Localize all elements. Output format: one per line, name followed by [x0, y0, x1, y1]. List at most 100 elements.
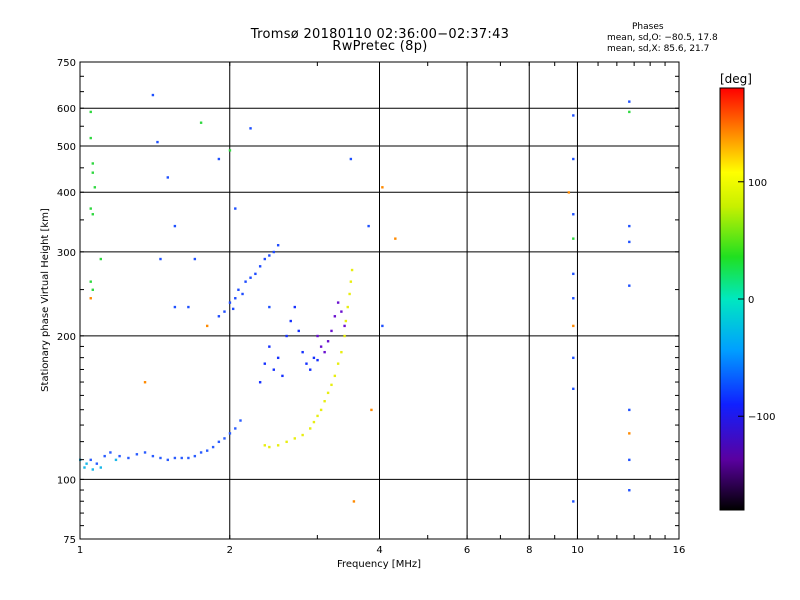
data-point: [326, 340, 330, 343]
data-point: [143, 451, 147, 454]
y-tick-label: 300: [57, 248, 76, 259]
data-point: [205, 324, 209, 328]
data-point: [231, 307, 235, 311]
data-points: [79, 93, 631, 503]
data-point: [91, 213, 94, 216]
data-point: [572, 114, 575, 117]
data-point: [276, 356, 280, 360]
data-point: [336, 362, 340, 365]
data-point: [244, 280, 247, 283]
data-point: [151, 93, 155, 97]
data-point: [254, 272, 257, 276]
data-point: [628, 240, 631, 244]
data-point: [572, 500, 575, 503]
y-axis: 75 100 200 300 400 500 600 750: [57, 58, 679, 546]
data-point: [323, 400, 326, 403]
x-tick-label: 8: [526, 545, 532, 556]
data-point: [323, 350, 326, 354]
data-point: [572, 272, 575, 276]
data-point: [276, 444, 280, 447]
stats-o-mode: mean, sd,O: −80.5, 17.8: [607, 33, 718, 43]
data-point: [572, 237, 575, 240]
data-point: [258, 381, 262, 384]
data-point: [89, 110, 92, 114]
data-point: [312, 420, 316, 424]
data-point: [349, 280, 353, 283]
data-point: [316, 358, 319, 362]
data-point: [628, 458, 631, 462]
data-point: [234, 427, 237, 430]
data-point: [316, 334, 319, 338]
data-point: [166, 176, 169, 179]
data-point: [333, 315, 337, 318]
data-point: [319, 345, 323, 348]
data-point: [628, 408, 631, 412]
data-point: [381, 324, 384, 328]
data-point: [340, 310, 343, 313]
data-point: [340, 350, 343, 354]
data-point: [89, 136, 92, 140]
y-tick-label: 750: [57, 58, 76, 69]
y-tick-label: 100: [57, 475, 76, 486]
data-point: [180, 456, 183, 460]
data-point: [91, 162, 94, 165]
x-tick-label: 16: [673, 545, 686, 556]
grid-lines: [80, 62, 679, 539]
y-tick-label: 500: [57, 142, 76, 153]
data-point: [91, 468, 94, 471]
data-point: [239, 419, 242, 422]
data-point: [241, 292, 244, 296]
colorbar-tick-label: 100: [748, 178, 767, 189]
data-point: [344, 319, 348, 323]
data-point: [343, 334, 346, 338]
data-point: [628, 224, 631, 228]
data-point: [572, 387, 575, 391]
data-point: [268, 345, 271, 348]
data-point: [89, 297, 92, 300]
data-point: [228, 432, 232, 435]
data-point: [173, 456, 177, 460]
data-point: [276, 244, 280, 247]
colorbar-tick-label: −100: [748, 412, 775, 423]
data-point: [173, 224, 177, 228]
data-point: [103, 454, 106, 458]
data-point: [628, 110, 631, 114]
chart-subtitle: RwPretec (8p): [332, 39, 428, 54]
data-point: [91, 288, 94, 291]
data-point: [187, 305, 190, 309]
data-point: [350, 268, 354, 272]
data-point: [305, 362, 308, 365]
data-point: [348, 292, 351, 296]
data-point: [272, 250, 275, 254]
data-point: [572, 356, 575, 360]
data-point: [285, 440, 288, 444]
data-point: [272, 368, 275, 371]
data-point: [166, 458, 169, 462]
data-point: [217, 315, 221, 318]
chart-title: Tromsø 20180110 02:36:00−02:37:43: [250, 27, 510, 42]
data-point: [326, 391, 330, 395]
data-point: [99, 466, 102, 469]
data-point: [301, 350, 304, 354]
data-point: [223, 437, 226, 440]
data-point: [268, 445, 271, 449]
data-point: [301, 433, 304, 437]
data-point: [346, 305, 349, 309]
data-point: [343, 324, 346, 328]
data-point: [297, 329, 300, 333]
data-point: [330, 383, 333, 387]
data-point: [187, 456, 190, 460]
data-point: [151, 454, 155, 458]
data-point: [293, 305, 296, 309]
data-point: [114, 458, 118, 462]
data-point: [228, 149, 232, 152]
data-point: [95, 462, 99, 465]
data-point: [193, 454, 197, 458]
data-point: [135, 453, 139, 456]
data-point: [381, 186, 384, 189]
data-point: [319, 408, 323, 412]
data-point: [628, 489, 631, 492]
data-point: [234, 297, 237, 300]
data-point: [263, 444, 266, 447]
data-point: [91, 171, 94, 174]
